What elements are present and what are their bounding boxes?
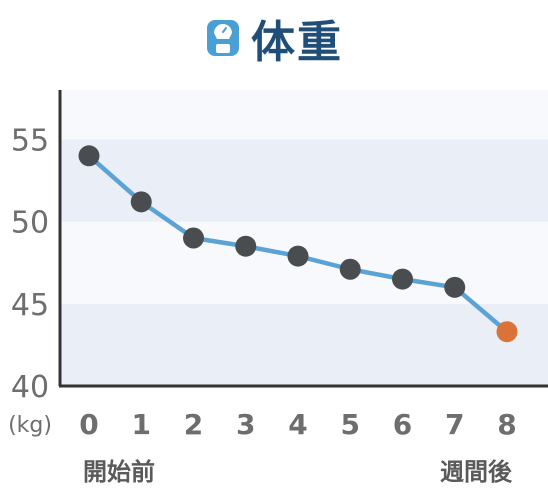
data-point (235, 235, 257, 257)
data-point (444, 276, 466, 298)
x-tick-label: 5 (341, 408, 360, 441)
x-tick-label: 7 (445, 408, 464, 441)
data-point (287, 245, 309, 267)
x-tick-label: 1 (132, 408, 151, 441)
y-tick-label: 50 (11, 206, 49, 241)
y-tick-label: 55 (11, 123, 49, 158)
data-point (392, 268, 413, 290)
chart-header: 体重 (0, 6, 548, 70)
x-tick-label: 4 (288, 408, 307, 441)
data-point (130, 191, 152, 213)
x-tick-label: 2 (184, 408, 203, 441)
data-point (78, 145, 100, 167)
y-tick-label: 45 (11, 288, 49, 323)
start-label: 開始前 (83, 458, 155, 486)
x-tick-label: 0 (79, 408, 98, 441)
data-point-latest (496, 321, 518, 343)
data-point (339, 258, 361, 280)
y-axis-unit: (kg) (8, 413, 52, 438)
end-label: 週間後 (440, 458, 512, 486)
x-tick-label: 8 (497, 408, 516, 441)
grid-band (60, 303, 548, 386)
x-tick-label: 6 (393, 408, 412, 441)
grid-band (60, 139, 548, 222)
chart-title: 体重 (251, 17, 343, 68)
y-tick-label: 40 (11, 370, 49, 405)
data-point (183, 227, 204, 249)
x-tick-label: 3 (236, 408, 255, 441)
scale-icon (207, 20, 239, 56)
grid-band (60, 90, 548, 140)
